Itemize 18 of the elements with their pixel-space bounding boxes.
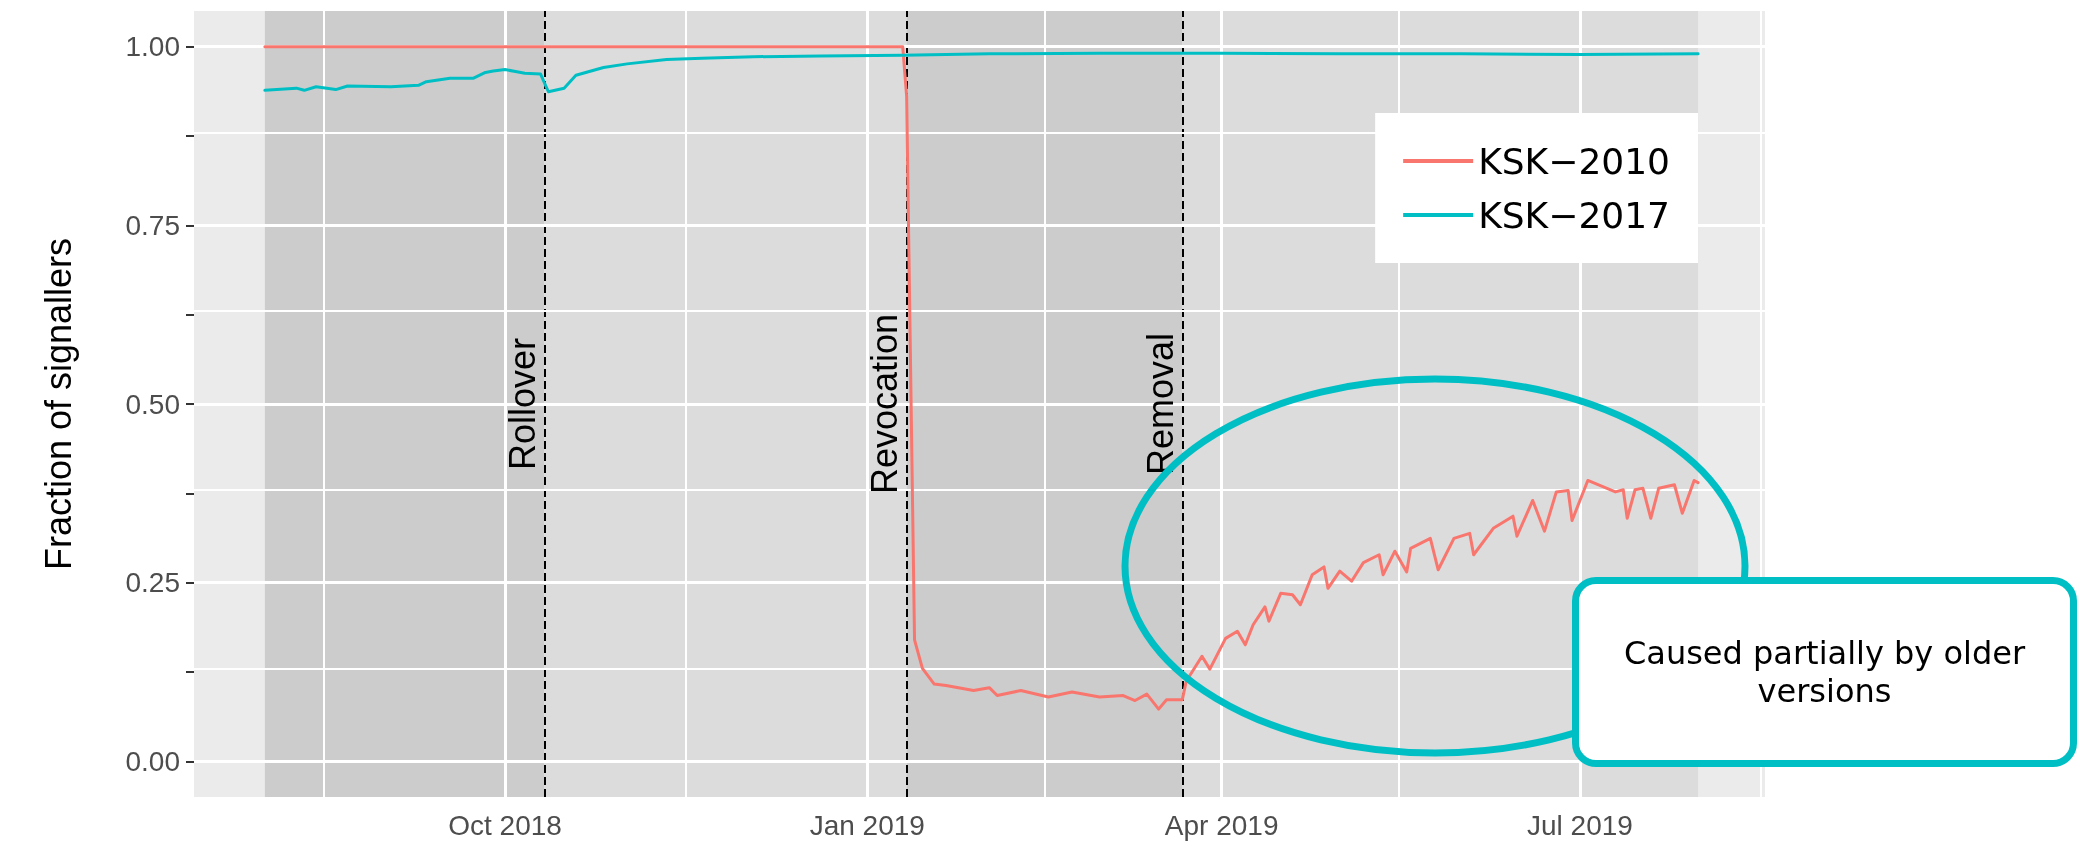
callout-box: Caused partially by older versions <box>1572 577 2077 767</box>
x-tick-label: Oct 2018 <box>448 809 562 841</box>
y-tick-label: 0.75 <box>125 209 180 241</box>
ref-line-label: Revocation <box>864 313 906 495</box>
x-tick-label: Apr 2019 <box>1164 809 1279 841</box>
y-tick-label: 1.00 <box>125 31 180 63</box>
y-axis-title: Fraction of signallers <box>37 237 79 571</box>
y-tick-label: 0.00 <box>125 745 180 777</box>
y-tick-label: 0.50 <box>125 388 180 420</box>
ref-line-label: Removal <box>1139 332 1181 476</box>
x-tick-label: Jul 2019 <box>1527 809 1633 841</box>
ref-line-label: Rollover <box>501 337 543 471</box>
legend-label: KSK−2017 <box>1478 194 1671 236</box>
y-tick-label: 0.25 <box>125 567 180 599</box>
x-tick-label: Jan 2019 <box>809 809 925 841</box>
line-series <box>263 51 1700 94</box>
annotation: Caused partially by older versions <box>1622 634 2027 710</box>
legend-label: KSK−2010 <box>1478 140 1671 182</box>
